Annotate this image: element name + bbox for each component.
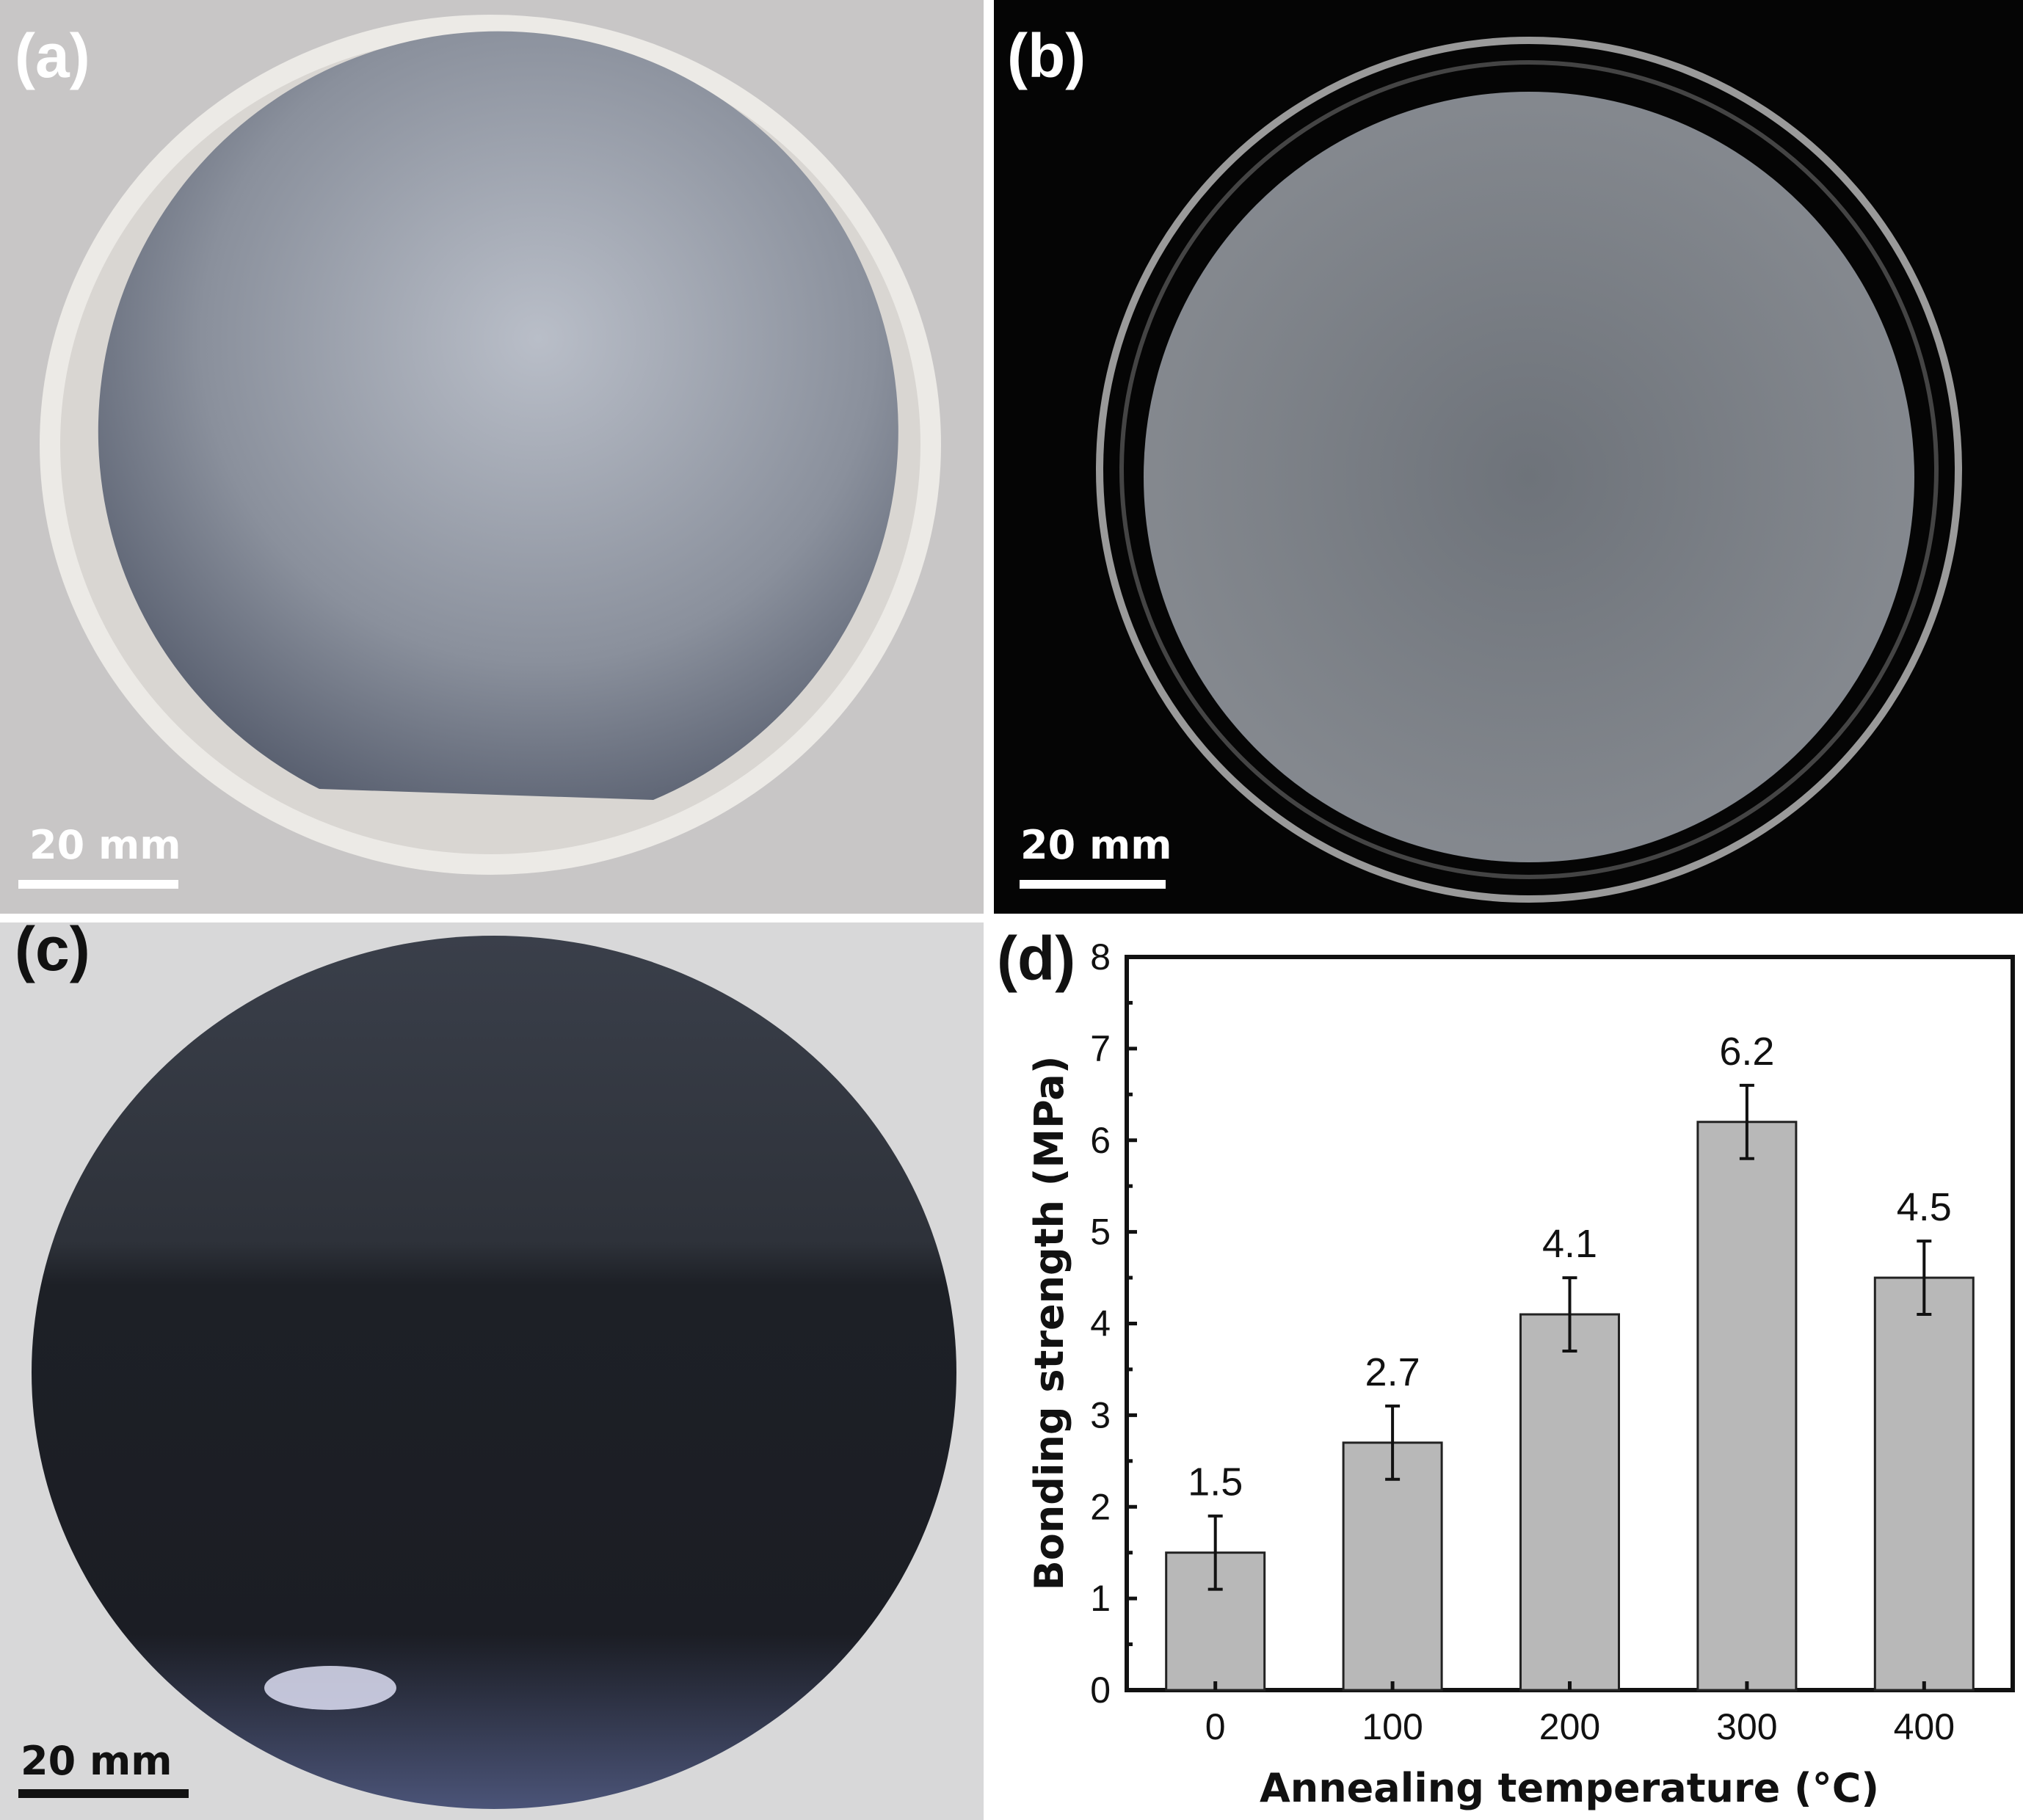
panel-c-photo: (c) 20 mm bbox=[0, 914, 984, 1820]
scale-bar-b bbox=[1020, 880, 1166, 889]
bar-300 bbox=[1696, 1121, 1798, 1692]
y-tick-label: 4 bbox=[1090, 1303, 1111, 1344]
bonded-wafer bbox=[32, 936, 956, 1809]
x-axis-title: Annealing temperature (°C) bbox=[1260, 1765, 1879, 1811]
y-tick-label: 1 bbox=[1090, 1578, 1111, 1619]
y-tick-label: 2 bbox=[1090, 1486, 1111, 1527]
bar-0 bbox=[1165, 1551, 1266, 1692]
wafer bbox=[1144, 92, 1914, 862]
panel-b-photo: (b) 20 mm bbox=[994, 0, 2023, 914]
scale-bar-a bbox=[18, 880, 178, 889]
panel-label-c: (c) bbox=[15, 914, 90, 983]
y-axis-title: Bonding strength (MPa) bbox=[1026, 1056, 1072, 1591]
x-tick-label: 300 bbox=[1716, 1706, 1777, 1747]
bar-400 bbox=[1873, 1276, 1975, 1692]
scale-bar-label-a: 20 mm bbox=[29, 822, 181, 868]
panel-label-b: (b) bbox=[1007, 21, 1086, 90]
bar-100 bbox=[1342, 1441, 1443, 1692]
scale-bar-label-c: 20 mm bbox=[21, 1738, 172, 1784]
y-tick-label: 5 bbox=[1090, 1212, 1111, 1253]
y-tick-label: 8 bbox=[1090, 936, 1111, 978]
holder-ring bbox=[1096, 37, 1962, 903]
scale-bar-c bbox=[18, 1789, 189, 1798]
x-tick-label: 100 bbox=[1362, 1706, 1423, 1747]
bar-200 bbox=[1519, 1313, 1620, 1692]
data-label: 4.1 bbox=[1542, 1222, 1597, 1266]
x-tick-label: 200 bbox=[1539, 1706, 1600, 1747]
data-label: 1.5 bbox=[1188, 1460, 1243, 1504]
scale-bar-label-b: 20 mm bbox=[1020, 822, 1172, 868]
bar-chart: 0 1 2 3 4 5 6 7 8 1.5 0 2.7 100 4.1 200 6.2 300 4.5 400 bbox=[1090, 936, 2015, 1747]
data-label: 4.5 bbox=[1897, 1185, 1952, 1229]
y-tick-label: 3 bbox=[1090, 1394, 1111, 1435]
panel-label-a: (a) bbox=[15, 21, 90, 90]
y-tick-label: 0 bbox=[1090, 1670, 1111, 1711]
panel-label-d: (d) bbox=[997, 924, 1075, 993]
wafer bbox=[98, 31, 898, 801]
y-tick-label: 6 bbox=[1090, 1120, 1111, 1161]
panel-a-photo: (a) 20 mm bbox=[0, 0, 984, 914]
data-label: 6.2 bbox=[1719, 1030, 1774, 1074]
data-label: 2.7 bbox=[1365, 1350, 1420, 1394]
x-tick-label: 0 bbox=[1205, 1706, 1226, 1747]
y-tick-label: 7 bbox=[1090, 1028, 1111, 1069]
x-tick-label: 400 bbox=[1894, 1706, 1955, 1747]
